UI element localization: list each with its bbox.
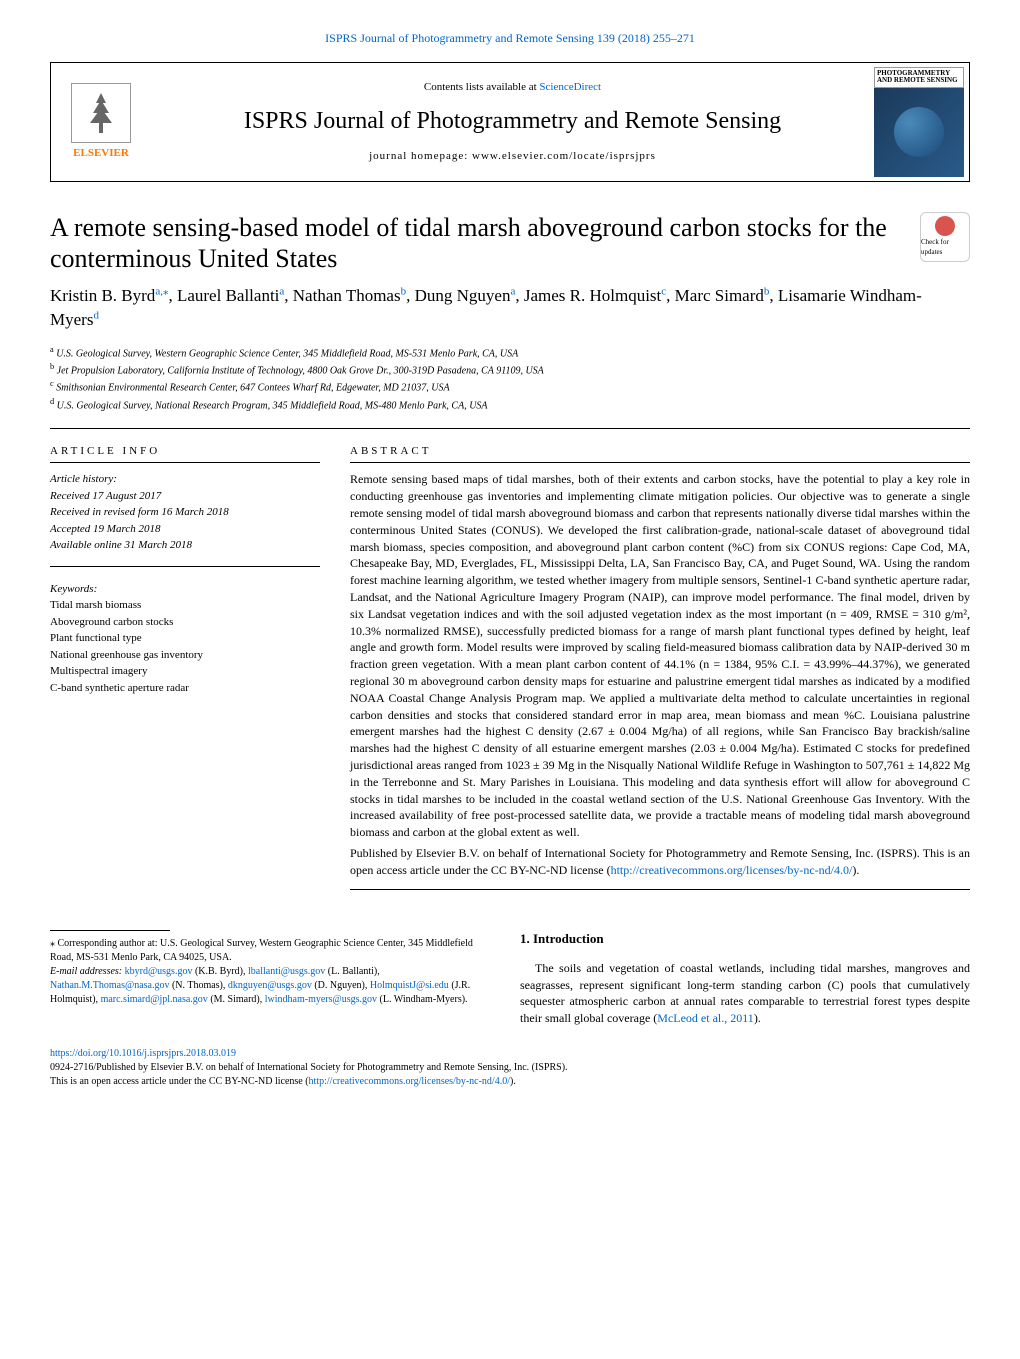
authors: Kristin B. Byrda,⁎, Laurel Ballantia, Na… xyxy=(50,284,970,332)
journal-homepage: journal homepage: www.elsevier.com/locat… xyxy=(151,149,874,164)
abstract-heading: ABSTRACT xyxy=(350,444,970,459)
doi-link[interactable]: https://doi.org/10.1016/j.isprsjprs.2018… xyxy=(50,1048,236,1059)
affiliations: a U.S. Geological Survey, Western Geogra… xyxy=(50,344,970,413)
section-rule xyxy=(50,428,970,429)
journal-citation-link[interactable]: ISPRS Journal of Photogrammetry and Remo… xyxy=(325,31,695,45)
article-title: A remote sensing-based model of tidal ma… xyxy=(50,212,900,274)
journal-cover: PHOTOGRAMMETRY AND REMOTE SENSING xyxy=(874,67,964,177)
globe-icon xyxy=(894,107,944,157)
check-updates-badge[interactable]: Check for updates xyxy=(920,212,970,262)
corresponding-footnote: ⁎ Corresponding author at: U.S. Geologic… xyxy=(50,937,490,965)
journal-citation-header: ISPRS Journal of Photogrammetry and Remo… xyxy=(50,30,970,47)
email-link[interactable]: marc.simard@jpl.nasa.gov xyxy=(101,994,208,1005)
homepage-link[interactable]: www.elsevier.com/locate/isprsjprs xyxy=(472,150,656,162)
intro-column: 1. Introduction The soils and vegetation… xyxy=(520,930,970,1027)
header-box: ELSEVIER Contents lists available at Sci… xyxy=(50,62,970,182)
copyright-line: 0924-2716/Published by Elsevier B.V. on … xyxy=(50,1061,970,1075)
article-info-column: ARTICLE INFO Article history: Received 1… xyxy=(50,444,320,890)
footer-license: This is an open access article under the… xyxy=(50,1075,970,1089)
emails-footnote: E-mail addresses: kbyrd@usgs.gov (K.B. B… xyxy=(50,965,490,1007)
sciencedirect-link[interactable]: ScienceDirect xyxy=(539,81,601,93)
citation-link[interactable]: McLeod et al., 2011 xyxy=(657,1011,754,1025)
page-footer: https://doi.org/10.1016/j.isprsjprs.2018… xyxy=(50,1047,970,1089)
intro-section: ⁎ Corresponding author at: U.S. Geologic… xyxy=(50,930,970,1027)
header-center: Contents lists available at ScienceDirec… xyxy=(151,80,874,164)
check-updates-icon xyxy=(935,216,955,236)
license-link[interactable]: http://creativecommons.org/licenses/by-n… xyxy=(611,863,853,877)
cover-image xyxy=(874,88,964,177)
journal-title: ISPRS Journal of Photogrammetry and Remo… xyxy=(151,105,874,139)
email-link[interactable]: HolmquistJ@si.edu xyxy=(370,980,449,991)
keywords-label: Keywords: xyxy=(50,582,320,597)
keywords-list: Tidal marsh biomass Aboveground carbon s… xyxy=(50,597,320,696)
cover-title: PHOTOGRAMMETRY AND REMOTE SENSING xyxy=(874,67,964,88)
elsevier-tree-icon xyxy=(71,83,131,143)
footnote-column: ⁎ Corresponding author at: U.S. Geologic… xyxy=(50,930,490,1027)
abstract-column: ABSTRACT Remote sensing based maps of ti… xyxy=(350,444,970,890)
article-info-heading: ARTICLE INFO xyxy=(50,444,320,459)
email-link[interactable]: dknguyen@usgs.gov xyxy=(228,980,312,991)
intro-heading: 1. Introduction xyxy=(520,930,970,948)
contents-line: Contents lists available at ScienceDirec… xyxy=(151,80,874,95)
abstract-publisher: Published by Elsevier B.V. on behalf of … xyxy=(350,845,970,879)
email-link[interactable]: kbyrd@usgs.gov xyxy=(125,966,193,977)
email-link[interactable]: lwindham-myers@usgs.gov xyxy=(265,994,377,1005)
info-abstract-row: ARTICLE INFO Article history: Received 1… xyxy=(50,444,970,890)
intro-text: The soils and vegetation of coastal wetl… xyxy=(520,960,970,1027)
footnote-rule xyxy=(50,930,170,931)
elsevier-text: ELSEVIER xyxy=(73,146,129,161)
article-title-row: A remote sensing-based model of tidal ma… xyxy=(50,212,970,274)
email-link[interactable]: lballanti@usgs.gov xyxy=(248,966,325,977)
article-history: Article history: Received 17 August 2017… xyxy=(50,471,320,554)
abstract-text: Remote sensing based maps of tidal marsh… xyxy=(350,471,970,841)
elsevier-logo: ELSEVIER xyxy=(51,78,151,166)
footer-license-link[interactable]: http://creativecommons.org/licenses/by-n… xyxy=(309,1076,510,1087)
email-link[interactable]: Nathan.M.Thomas@nasa.gov xyxy=(50,980,169,991)
